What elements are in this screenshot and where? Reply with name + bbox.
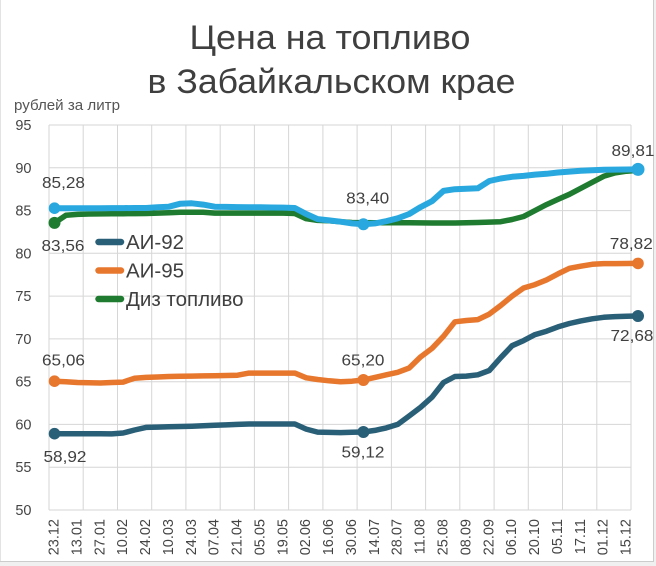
- svg-text:30.06: 30.06: [344, 519, 360, 555]
- svg-text:65,06: 65,06: [42, 353, 85, 370]
- svg-text:10.03: 10.03: [161, 519, 177, 555]
- svg-text:10.02: 10.02: [115, 519, 131, 555]
- svg-text:70: 70: [15, 332, 31, 348]
- svg-text:60: 60: [15, 417, 31, 433]
- svg-text:15.12: 15.12: [619, 519, 635, 555]
- svg-text:89,81: 89,81: [612, 143, 655, 160]
- svg-text:58,92: 58,92: [44, 449, 87, 466]
- svg-text:11.08: 11.08: [413, 519, 429, 554]
- svg-text:01.12: 01.12: [596, 519, 612, 555]
- svg-text:83,40: 83,40: [346, 191, 389, 208]
- svg-text:в Забайкальском крае: в Забайкальском крае: [148, 63, 516, 101]
- svg-text:17.11: 17.11: [573, 519, 589, 554]
- svg-text:14.07: 14.07: [367, 519, 383, 555]
- svg-text:50: 50: [15, 503, 31, 519]
- svg-text:24.02: 24.02: [138, 519, 154, 555]
- svg-text:16.06: 16.06: [321, 519, 337, 555]
- svg-text:59,12: 59,12: [342, 445, 385, 462]
- svg-text:80: 80: [15, 246, 31, 262]
- svg-text:02.06: 02.06: [298, 519, 314, 555]
- svg-text:27.01: 27.01: [92, 519, 108, 555]
- svg-text:20.10: 20.10: [527, 519, 543, 555]
- svg-text:75: 75: [15, 289, 31, 305]
- svg-text:06.10: 06.10: [504, 519, 520, 555]
- svg-text:24.03: 24.03: [184, 519, 200, 555]
- svg-text:05.05: 05.05: [252, 519, 268, 555]
- svg-text:13.01: 13.01: [69, 519, 85, 555]
- svg-text:рублей за литр: рублей за литр: [14, 98, 120, 114]
- svg-text:08.09: 08.09: [458, 519, 474, 555]
- svg-text:Цена на топливо: Цена на топливо: [190, 19, 471, 57]
- svg-text:23.12: 23.12: [47, 519, 63, 555]
- svg-text:АИ-92: АИ-92: [126, 231, 184, 254]
- svg-text:85: 85: [15, 204, 31, 220]
- svg-text:72,68: 72,68: [611, 328, 654, 345]
- svg-text:55: 55: [15, 460, 31, 476]
- svg-text:65: 65: [15, 375, 31, 391]
- svg-text:65,20: 65,20: [342, 352, 385, 369]
- svg-text:07.04: 07.04: [207, 519, 223, 555]
- svg-text:19.05: 19.05: [275, 519, 291, 555]
- svg-text:78,82: 78,82: [610, 236, 653, 253]
- svg-text:90: 90: [15, 161, 31, 177]
- svg-text:21.04: 21.04: [230, 519, 246, 555]
- svg-text:АИ-95: АИ-95: [126, 260, 184, 283]
- svg-text:05.11: 05.11: [550, 519, 566, 554]
- svg-text:85,28: 85,28: [42, 175, 85, 192]
- svg-text:22.09: 22.09: [481, 519, 497, 555]
- svg-text:28.07: 28.07: [390, 519, 406, 555]
- svg-text:25.08: 25.08: [436, 519, 452, 555]
- svg-text:95: 95: [15, 118, 31, 134]
- svg-text:Диз топливо: Диз топливо: [126, 288, 244, 311]
- svg-text:83,56: 83,56: [42, 238, 85, 255]
